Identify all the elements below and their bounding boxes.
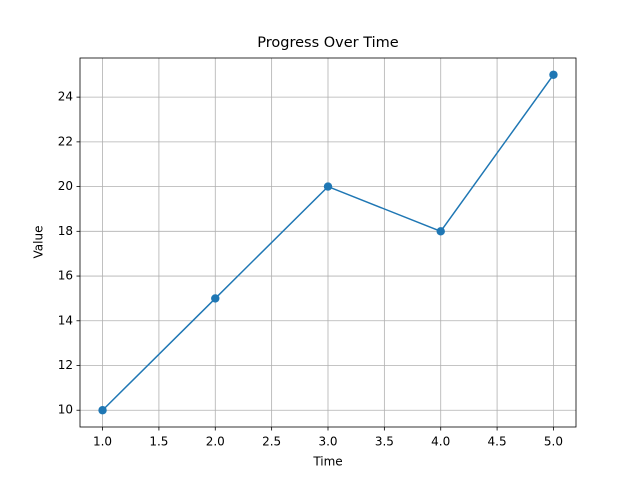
x-tick-label: 3.5 (375, 435, 394, 449)
x-tick-label: 1.5 (149, 435, 168, 449)
marker (98, 406, 107, 415)
marker (211, 294, 220, 303)
marker (436, 227, 445, 236)
x-tick-label: 1.0 (93, 435, 112, 449)
y-tick-label: 20 (58, 179, 73, 193)
x-axis-label: Time (312, 455, 342, 469)
y-tick-label: 10 (58, 403, 73, 417)
y-tick-label: 14 (58, 313, 73, 327)
x-tick-label: 5.0 (544, 435, 563, 449)
plot-frame (79, 57, 577, 428)
x-tick-label: 2.5 (262, 435, 281, 449)
chart-title: Progress Over Time (257, 35, 399, 51)
y-tick-label: 12 (58, 358, 73, 372)
y-tick-label: 22 (58, 134, 73, 148)
marker (323, 182, 333, 191)
x-tick-label: 4.0 (431, 435, 450, 449)
marker (549, 70, 558, 79)
y-tick-label: 16 (58, 269, 73, 283)
y-tick-label: 18 (58, 224, 73, 238)
y-axis-label: Value (32, 226, 46, 259)
y-tick-label: 24 (58, 90, 73, 104)
x-tick-label: 4.5 (488, 435, 507, 449)
x-tick-label: 3.0 (318, 435, 337, 449)
x-tick-label: 2.0 (206, 435, 225, 449)
